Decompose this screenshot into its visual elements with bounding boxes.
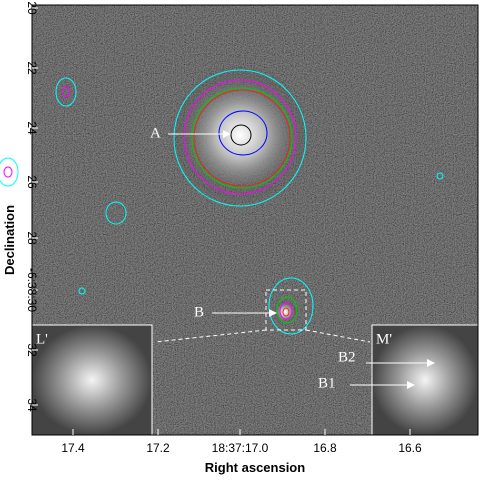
y-tick-label: 28 [25, 231, 39, 245]
y-tick-label: 32 [25, 343, 39, 357]
y-axis-label: Declination [2, 205, 17, 275]
y-tick-label: 34 [25, 398, 39, 412]
annotation: B1 [318, 375, 336, 391]
image [0, 4, 479, 436]
annotation: B [194, 304, 204, 320]
inset-label: M' [376, 331, 392, 347]
inset-label: L' [36, 331, 48, 347]
x-tick-label: 18:37:17.0 [212, 441, 269, 455]
y-tick-label: 20 [25, 1, 39, 15]
x-tick-label: 17.2 [146, 441, 170, 455]
x-tick-label: 17.4 [61, 441, 85, 455]
x-axis-label: Right ascension [205, 460, 305, 475]
x-tick-label: 16.8 [313, 441, 337, 455]
y-tick-label: 26 [25, 175, 39, 189]
y-tick-label: -6:38:30 [25, 268, 39, 312]
y-tick-label: 24 [25, 121, 39, 135]
x-tick-label: 16.6 [398, 441, 422, 455]
annotation: B2 [338, 349, 356, 365]
annotation: A [150, 125, 161, 141]
y-tick-label: 22 [25, 61, 39, 75]
